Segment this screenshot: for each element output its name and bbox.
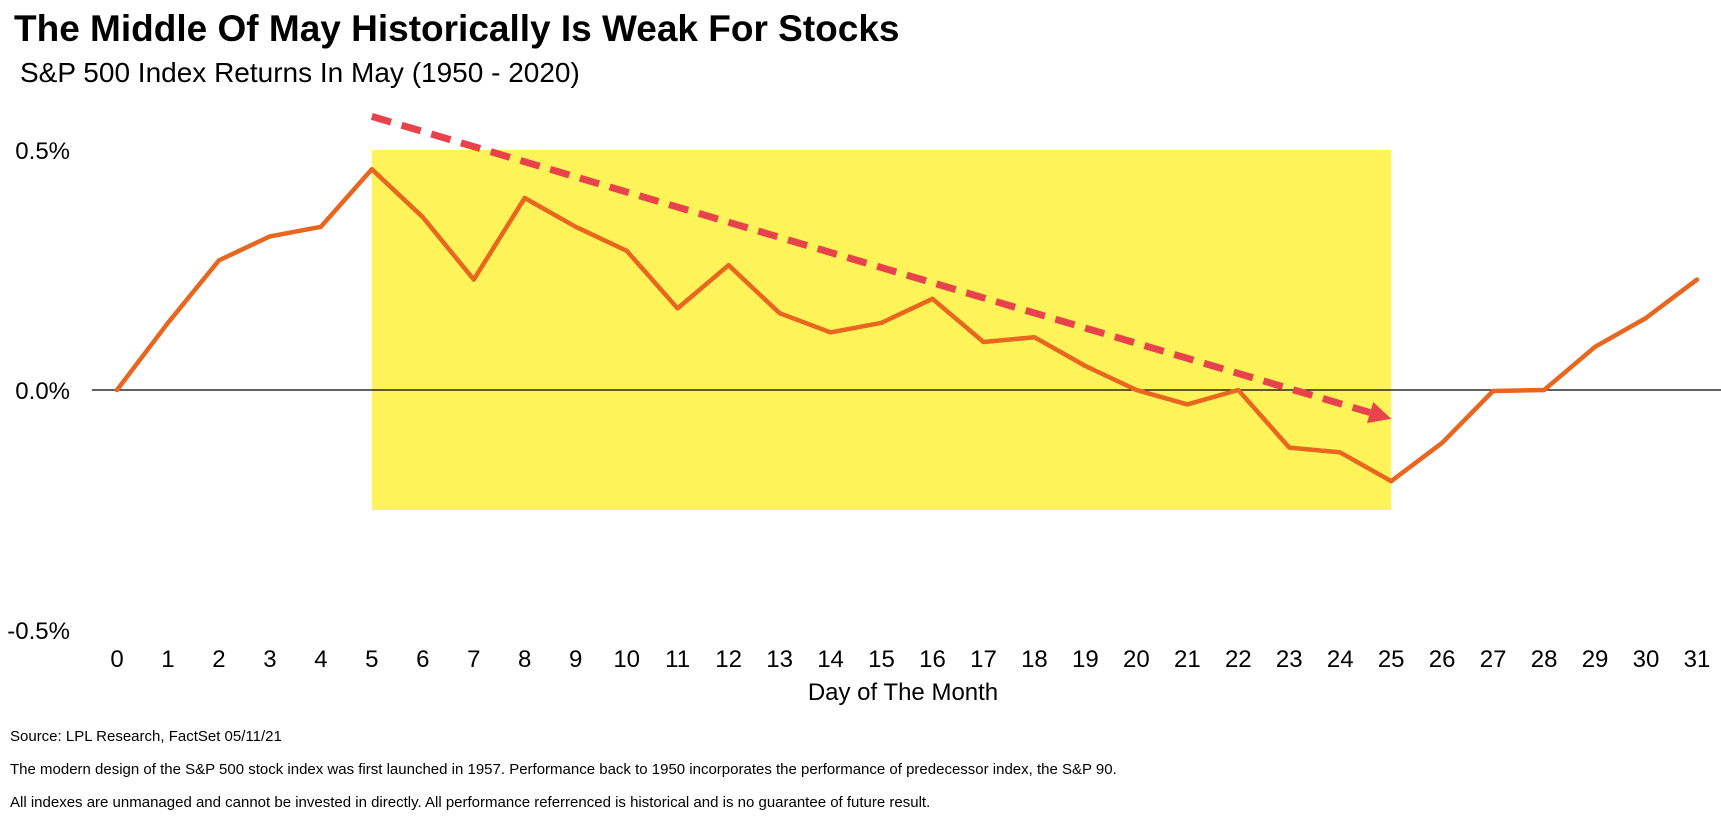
data-point-day-2 <box>216 258 221 263</box>
x-tick-label: 7 <box>467 646 480 673</box>
data-point-day-20 <box>1134 388 1139 392</box>
data-point-day-25 <box>1389 479 1394 484</box>
x-axis-label: Day of The Month <box>808 679 998 706</box>
x-tick-label: 17 <box>970 646 997 673</box>
y-axis-ticks: 0.5% 0.0% -0.5% <box>7 138 70 645</box>
x-tick-label: 4 <box>314 646 327 673</box>
x-tick-label: 30 <box>1633 646 1660 673</box>
x-tick-label: 3 <box>263 646 276 673</box>
x-tick-label: 22 <box>1225 646 1252 673</box>
data-point-day-19 <box>1083 364 1088 368</box>
data-point-day-15 <box>879 320 884 325</box>
x-tick-label: 18 <box>1021 646 1048 673</box>
data-point-day-7 <box>471 277 476 282</box>
chart-title: The Middle Of May Historically Is Weak F… <box>14 8 900 49</box>
x-tick-label: 11 <box>665 646 690 673</box>
x-tick-label: 31 <box>1684 646 1711 673</box>
x-tick-label: 27 <box>1480 646 1507 673</box>
x-tick-label: 16 <box>919 646 946 673</box>
trend-arrow-head <box>1366 401 1392 424</box>
x-tick-label: 28 <box>1531 646 1558 673</box>
x-tick-label: 0 <box>110 646 123 673</box>
data-point-day-18 <box>1032 335 1037 340</box>
y-tick-label: -0.5% <box>7 618 70 645</box>
data-point-day-3 <box>267 234 272 239</box>
x-tick-label: 14 <box>817 646 844 673</box>
x-tick-label: 20 <box>1123 646 1150 673</box>
series-line <box>114 166 1700 484</box>
data-point-day-1 <box>165 320 170 325</box>
x-tick-label: 24 <box>1327 646 1354 673</box>
data-point-day-4 <box>318 224 323 229</box>
x-axis-ticks: 0 1 2 3 4 5 6 7 8 9 10 11 12 13 14 15 16 17 18 19 20 21 22 23 24… <box>110 646 1710 673</box>
data-point-day-17 <box>981 340 986 344</box>
x-tick-label: 26 <box>1429 646 1456 673</box>
data-point-day-12 <box>726 263 731 268</box>
x-tick-label: 21 <box>1174 646 1201 673</box>
x-tick-label: 1 <box>161 646 174 673</box>
data-point-day-24 <box>1338 450 1343 455</box>
data-point-day-8 <box>522 196 527 200</box>
x-tick-label: 15 <box>868 646 895 673</box>
data-point-day-11 <box>675 306 680 311</box>
data-point-day-23 <box>1287 445 1292 450</box>
x-tick-label: 29 <box>1582 646 1609 673</box>
data-point-day-9 <box>573 224 578 229</box>
x-tick-label: 23 <box>1276 646 1303 673</box>
disclaimer-note: All indexes are unmanaged and cannot be … <box>10 794 931 811</box>
chart-subtitle: S&P 500 Index Returns In May (1950 - 202… <box>20 57 580 88</box>
trend-arrow <box>370 113 1392 424</box>
data-point-day-5 <box>369 167 374 172</box>
data-point-day-16 <box>930 296 935 301</box>
design-note: The modern design of the S&P 500 stock i… <box>10 761 1117 778</box>
x-tick-label: 9 <box>569 646 582 673</box>
x-tick-label: 5 <box>365 646 378 673</box>
y-tick-label: 0.0% <box>15 378 70 405</box>
x-tick-label: 13 <box>766 646 793 673</box>
data-point-day-30 <box>1644 316 1649 320</box>
data-point-day-29 <box>1593 344 1598 349</box>
data-point-day-6 <box>420 215 425 220</box>
data-point-day-13 <box>777 311 782 316</box>
data-point-day-10 <box>624 248 629 253</box>
y-tick-label: 0.5% <box>15 138 70 165</box>
line-chart: 0.5%0.0%-0.5% 0 1 2 3 4 5 6 7 8 9 10 11 12 13 14 15 16 17… <box>7 113 1721 706</box>
data-point-day-27 <box>1491 388 1496 393</box>
data-point-day-22 <box>1236 388 1241 392</box>
x-tick-label: 19 <box>1072 646 1099 673</box>
trend-arrow-shaft <box>370 113 1372 416</box>
x-tick-label: 2 <box>212 646 225 673</box>
data-point-day-14 <box>828 330 833 335</box>
data-point-day-28 <box>1542 388 1547 392</box>
data-point-day-21 <box>1185 402 1190 407</box>
data-point-day-26 <box>1440 440 1445 445</box>
x-tick-label: 8 <box>518 646 531 673</box>
data-point-day-0 <box>115 388 119 392</box>
x-tick-label: 10 <box>613 646 640 673</box>
highlight-region <box>371 150 1392 510</box>
source-note: Source: LPL Research, FactSet 05/11/21 <box>10 728 282 745</box>
x-tick-label: 12 <box>715 646 742 673</box>
data-point-day-31 <box>1695 277 1699 282</box>
x-tick-label: 25 <box>1378 646 1405 673</box>
x-tick-label: 6 <box>416 646 429 673</box>
